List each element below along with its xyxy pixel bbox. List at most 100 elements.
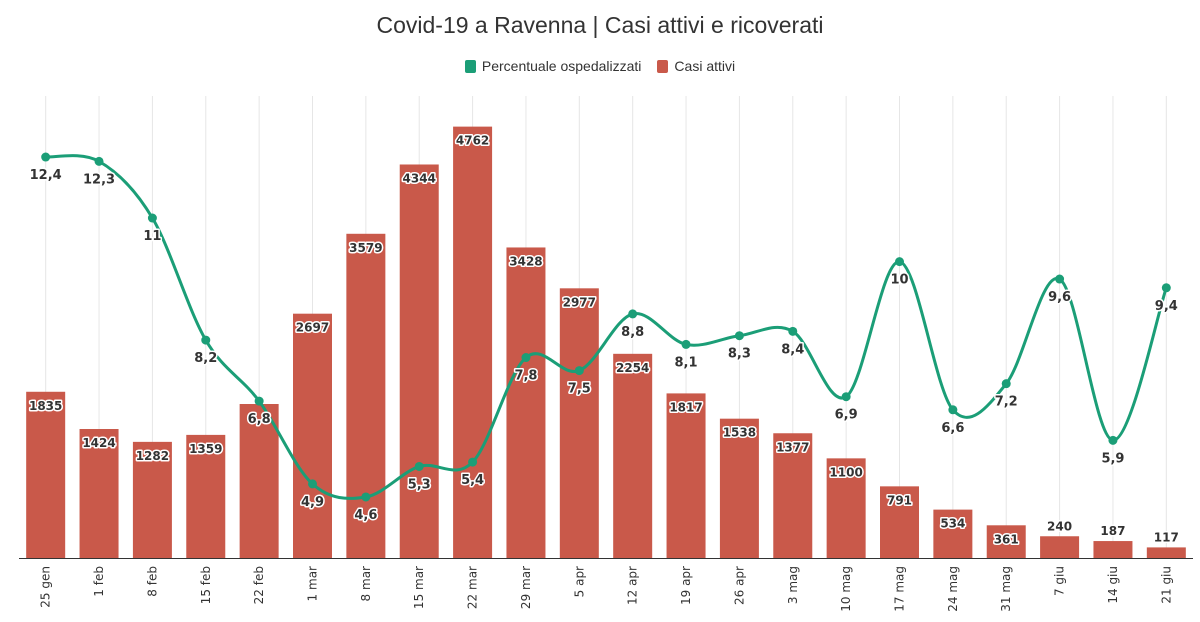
x-tick-label: 5 apr (572, 566, 586, 597)
legend-swatch-bar (657, 59, 669, 73)
bar-value-label: 1100 (829, 465, 862, 479)
line-point (414, 461, 424, 471)
line-point (628, 309, 638, 319)
bar-value-label: 1835 (29, 399, 62, 413)
bar-value-label: 534 (940, 517, 965, 531)
line-point (201, 335, 211, 345)
line-value-label: 6,8 (248, 412, 271, 427)
line-point (147, 213, 157, 223)
bar (880, 486, 919, 558)
chart-title: Covid-19 a Ravenna | Casi attivi e ricov… (376, 12, 824, 38)
line-point (1001, 379, 1011, 389)
line-value-label: 12,3 (83, 172, 115, 187)
bar-value-label: 1538 (723, 426, 756, 440)
line-value-label: 4,6 (354, 508, 377, 523)
x-tick-label: 14 giu (1106, 566, 1120, 604)
line-point (41, 152, 51, 162)
line-value-label: 8,4 (781, 342, 804, 357)
bar-value-label: 2977 (563, 295, 596, 309)
line-point (788, 326, 798, 336)
bar (933, 509, 973, 558)
bar (773, 433, 813, 558)
line-point (254, 396, 264, 406)
line-value-label: 7,8 (514, 369, 537, 384)
legend-label-bar: Casi attivi (674, 58, 736, 74)
x-tick-label: 26 apr (732, 566, 746, 605)
bar-value-label: 240 (1047, 519, 1072, 533)
legend-item-bar[interactable]: Casi attivi (657, 58, 735, 74)
bar-value-label: 4344 (403, 171, 436, 185)
legend-label-line: Percentuale ospedalizzati (481, 58, 642, 74)
line-point (948, 405, 958, 415)
line-point (361, 492, 371, 502)
x-tick-label: 21 giu (1159, 566, 1173, 604)
legend-item-line[interactable]: Percentuale ospedalizzati (464, 58, 642, 74)
line-point (94, 156, 104, 166)
bar (26, 391, 66, 558)
line-value-label: 5,4 (461, 473, 484, 488)
x-tick-label: 1 mar (306, 566, 320, 601)
x-tick-label: 15 mar (412, 566, 426, 609)
x-tick-label: 29 mar (519, 566, 533, 609)
bar (1146, 547, 1186, 558)
line-point (308, 479, 317, 489)
line-point (1108, 435, 1118, 445)
bar (399, 164, 439, 558)
bar-value-label: 791 (887, 493, 912, 507)
line-value-label: 12,4 (30, 168, 62, 183)
line-value-label: 4,9 (301, 495, 324, 510)
bar-value-label: 3579 (349, 241, 382, 255)
line-point (841, 392, 851, 402)
x-tick-label: 22 mar (466, 566, 480, 609)
line-value-label: 5,3 (408, 477, 431, 492)
bar (186, 434, 226, 558)
line-value-label: 6,9 (835, 408, 858, 423)
bar-value-label: 117 (1154, 530, 1179, 544)
bar-labels: 1835 1424 1282 1359 2697 3579 4344 4762 3428 2977… (27, 132, 1180, 548)
bar-value-label: 3428 (509, 254, 542, 268)
bar (346, 233, 386, 558)
line-value-label: 8,2 (194, 351, 217, 366)
bar-value-label: 187 (1100, 524, 1125, 538)
line-point (574, 366, 584, 376)
bar (453, 126, 493, 558)
bar (719, 418, 759, 558)
line-value-label: 8,3 (728, 347, 751, 362)
line-value-label: 9,6 (1048, 290, 1071, 305)
line-labels: 12,4 12,3 11 8,2 6,8 4,9 4,6 5,3 5,4 7,8 7,5 8,8 8,1… (28, 167, 1179, 525)
line-value-label: 7,2 (995, 395, 1018, 410)
line-value-label: 7,5 (568, 382, 591, 397)
bar-value-label: 361 (994, 532, 1019, 546)
bar-value-label: 2254 (616, 361, 649, 375)
bar-value-label: 1817 (669, 400, 702, 414)
line-point (1161, 283, 1171, 293)
line-value-label: 8,8 (621, 325, 644, 340)
bar (506, 247, 546, 558)
x-tick-label: 24 mag (946, 566, 960, 612)
bar (293, 313, 332, 558)
bar-value-label: 1282 (136, 449, 169, 463)
bar (1040, 536, 1080, 558)
bar-series (26, 126, 1186, 558)
line-points (41, 152, 1171, 502)
bar-value-label: 1424 (82, 436, 115, 450)
bar (666, 393, 706, 558)
bar-value-label: 2697 (296, 321, 329, 335)
x-tick-label: 10 mag (839, 566, 853, 612)
x-tick-label: 25 gen (39, 566, 53, 608)
bar (1093, 541, 1133, 558)
line-value-label: 6,6 (941, 421, 964, 436)
legend-swatch-line (464, 59, 476, 73)
line-value-label: 9,4 (1155, 299, 1178, 314)
line-point (468, 457, 478, 467)
x-tick-label: 12 apr (626, 566, 640, 605)
x-tick-label: 15 feb (199, 566, 213, 604)
line-value-label: 8,1 (675, 355, 698, 370)
bar (613, 353, 653, 558)
line-point (895, 257, 904, 267)
line-value-label: 11 (143, 229, 161, 244)
line-point (1055, 274, 1065, 284)
x-tick-label: 31 mag (999, 566, 1013, 612)
